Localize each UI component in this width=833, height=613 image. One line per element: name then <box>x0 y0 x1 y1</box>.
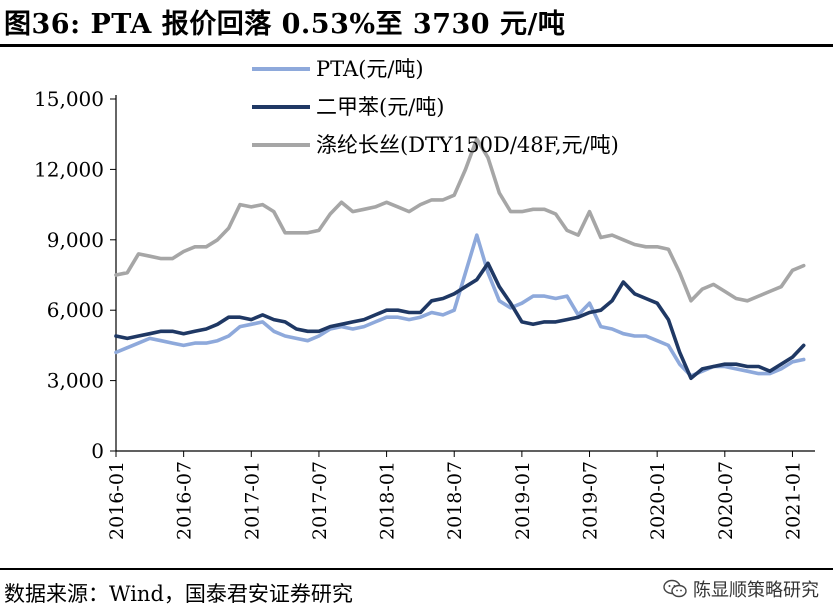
x-tick-label: 2020-07 <box>715 461 737 540</box>
source-note: 数据来源：Wind，国泰君安证券研究 <box>4 582 353 606</box>
x-tick-label: 2016-07 <box>174 461 196 540</box>
x-tick-label: 2019-07 <box>580 461 602 540</box>
wechat-icon <box>663 579 687 598</box>
page-title: 图36: PTA 报价回落 0.53%至 3730 元/吨 <box>4 9 566 40</box>
legend-label: 涤纶长丝(DTY150D/48F,元/吨) <box>316 133 619 157</box>
line-chart: 0 3,000 6,000 9,000 12,000 15,000 2016-01 2016-… <box>34 57 815 540</box>
footer-divider <box>0 568 833 570</box>
watermark: 陈显顺策略研究 <box>663 576 819 602</box>
series-line <box>114 137 806 303</box>
series-line <box>114 233 806 378</box>
y-tick-label: 0 <box>91 439 104 463</box>
legend-label: PTA(元/吨) <box>316 57 424 81</box>
x-tick-label: 2018-01 <box>377 461 399 540</box>
x-tick-label: 2017-01 <box>241 461 263 540</box>
y-tick-label: 15,000 <box>34 87 104 111</box>
x-tick-label: 2018-07 <box>444 461 466 540</box>
legend-label: 二甲苯(元/吨) <box>316 95 444 119</box>
watermark-text: 陈显顺策略研究 <box>693 580 819 601</box>
title-divider <box>0 44 833 47</box>
x-tick-label: 2016-01 <box>106 461 128 540</box>
y-tick-label: 6,000 <box>47 298 104 322</box>
chart-series <box>114 137 806 381</box>
chart-legend: PTA(元/吨) 二甲苯(元/吨) 涤纶长丝(DTY150D/48F,元/吨) <box>252 57 619 157</box>
x-tick-label: 2020-01 <box>647 461 669 540</box>
y-tick-label: 3,000 <box>47 369 104 393</box>
series-line <box>114 261 806 381</box>
x-tick-label: 2019-01 <box>512 461 534 540</box>
y-tick-label: 9,000 <box>47 228 104 252</box>
chart-axes: 0 3,000 6,000 9,000 12,000 15,000 2016-01 2016-… <box>34 87 815 540</box>
x-tick-label: 2021-01 <box>782 461 804 540</box>
y-tick-label: 12,000 <box>34 157 104 181</box>
x-tick-label: 2017-07 <box>309 461 331 540</box>
